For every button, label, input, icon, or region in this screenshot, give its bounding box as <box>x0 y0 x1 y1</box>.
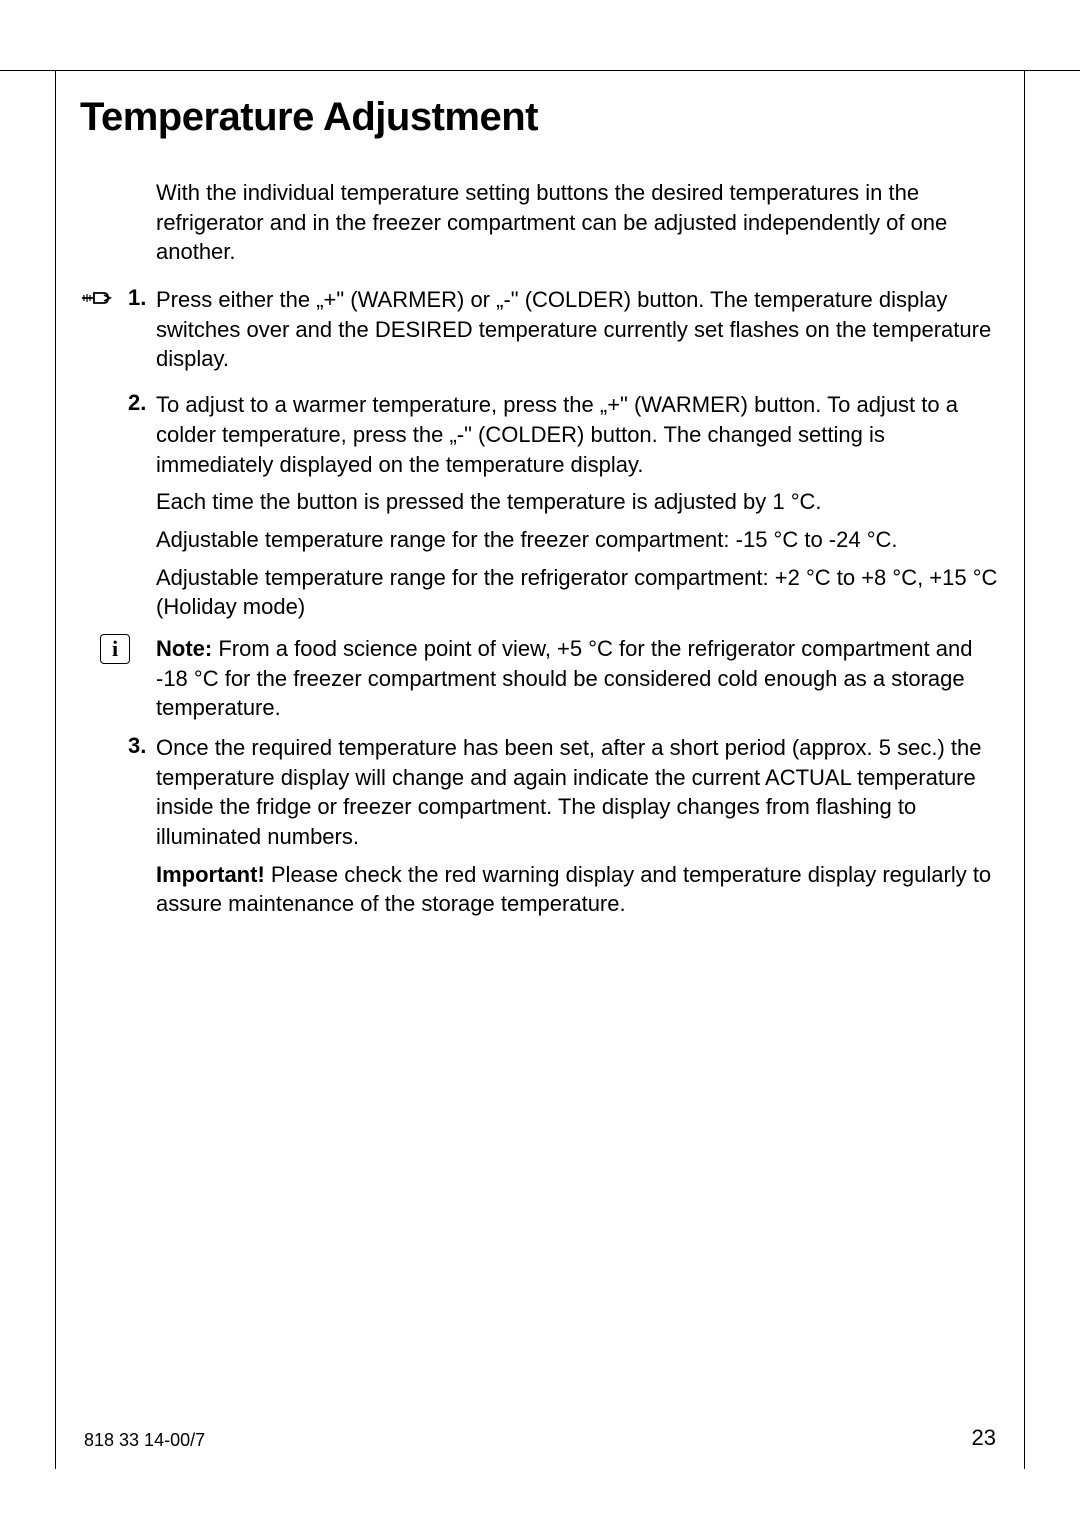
step-1-number: 1. <box>128 285 146 311</box>
step-1: 1. Press either the „+" (WARMER) or „-" … <box>156 285 1000 374</box>
note-label: Note: <box>156 636 212 661</box>
step-3-number: 3. <box>128 733 146 759</box>
step-1-text: Press either the „+" (WARMER) or „-" (CO… <box>156 285 1000 374</box>
info-icon: i <box>100 634 130 664</box>
step-2-p2: Each time the button is pressed the temp… <box>156 487 1000 517</box>
important-block: Important! Please check the red warning … <box>156 860 1000 919</box>
important-text: Please check the red warning display and… <box>156 862 991 917</box>
step-3: 3. Once the required temperature has bee… <box>156 733 1000 852</box>
step-2: 2. To adjust to a warmer temperature, pr… <box>156 390 1000 622</box>
page-content: Temperature Adjustment With the individu… <box>80 95 1000 919</box>
step-3-text: Once the required temperature has been s… <box>156 733 1000 852</box>
important-label: Important! <box>156 862 265 887</box>
step-2-p1: To adjust to a warmer temperature, press… <box>156 390 1000 479</box>
hand-pointer-icon <box>80 287 114 309</box>
footer-page-number: 23 <box>972 1425 996 1451</box>
step-2-number: 2. <box>128 390 146 416</box>
step-2-p3: Adjustable temperature range for the fre… <box>156 525 1000 555</box>
footer-doc-number: 818 33 14-00/7 <box>84 1430 205 1451</box>
note-text: From a food science point of view, +5 °C… <box>156 636 972 720</box>
step-2-p4: Adjustable temperature range for the ref… <box>156 563 1000 622</box>
note-block: i Note: From a food science point of vie… <box>156 634 1000 723</box>
intro-paragraph: With the individual temperature setting … <box>156 178 1000 267</box>
section-title: Temperature Adjustment <box>80 95 1000 140</box>
